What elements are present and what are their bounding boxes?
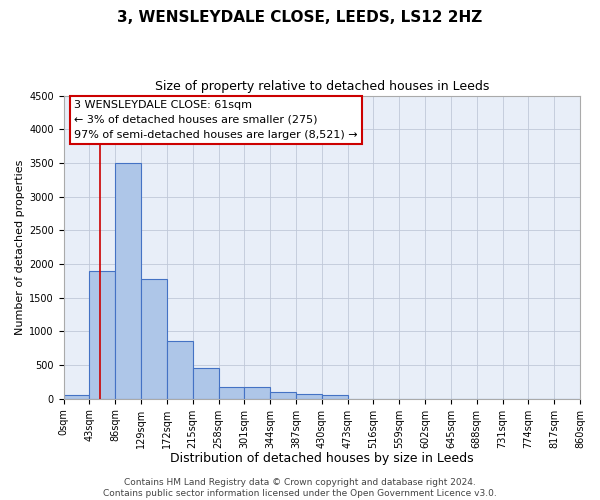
Y-axis label: Number of detached properties: Number of detached properties bbox=[15, 160, 25, 335]
Bar bbox=[218, 387, 244, 398]
Bar bbox=[115, 163, 141, 398]
Bar bbox=[89, 270, 115, 398]
Title: Size of property relative to detached houses in Leeds: Size of property relative to detached ho… bbox=[155, 80, 489, 93]
Text: 3, WENSLEYDALE CLOSE, LEEDS, LS12 2HZ: 3, WENSLEYDALE CLOSE, LEEDS, LS12 2HZ bbox=[118, 10, 482, 25]
Text: Contains HM Land Registry data © Crown copyright and database right 2024.
Contai: Contains HM Land Registry data © Crown c… bbox=[103, 478, 497, 498]
Bar bbox=[193, 368, 218, 398]
Bar bbox=[296, 394, 322, 398]
Bar bbox=[141, 280, 167, 398]
Bar bbox=[64, 396, 89, 398]
Bar bbox=[244, 387, 270, 398]
Bar bbox=[270, 392, 296, 398]
Bar bbox=[322, 396, 347, 398]
Text: 3 WENSLEYDALE CLOSE: 61sqm
← 3% of detached houses are smaller (275)
97% of semi: 3 WENSLEYDALE CLOSE: 61sqm ← 3% of detac… bbox=[74, 100, 358, 140]
Bar bbox=[167, 342, 193, 398]
X-axis label: Distribution of detached houses by size in Leeds: Distribution of detached houses by size … bbox=[170, 452, 473, 465]
